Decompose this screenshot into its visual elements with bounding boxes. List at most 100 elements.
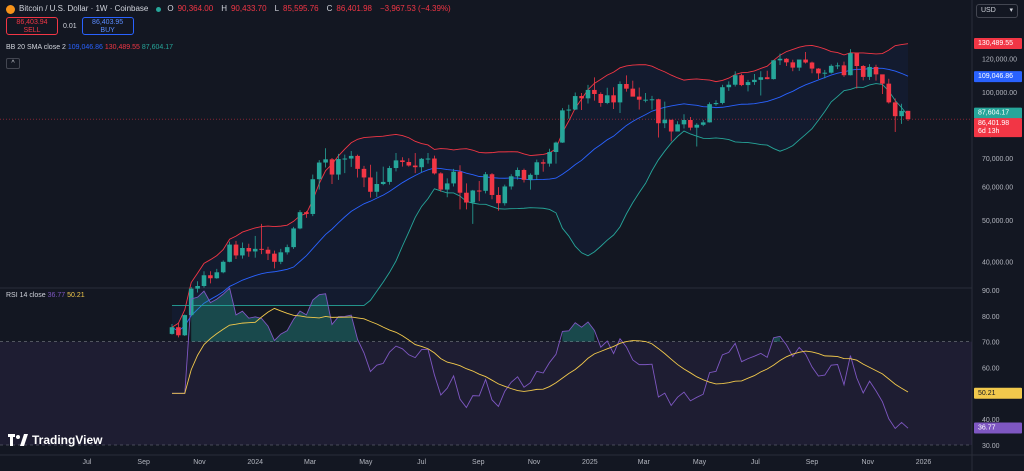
time-tick-label: Nov — [193, 459, 206, 466]
last-price-badge-text: 86,401.98 — [978, 120, 1009, 127]
last-price-badge — [974, 118, 1022, 138]
candle — [662, 119, 668, 124]
candle — [336, 159, 341, 175]
candle — [649, 99, 655, 101]
open-label: O — [167, 4, 174, 13]
bb-lower-badge — [974, 107, 1022, 119]
candle — [380, 181, 386, 185]
candle — [892, 102, 898, 117]
candle — [374, 184, 380, 192]
candle — [259, 248, 264, 250]
rsi-overbought-fill — [562, 321, 595, 342]
candle — [880, 74, 885, 84]
candle — [841, 65, 847, 76]
bb-lower-badge-text: 87,604.17 — [978, 110, 1009, 117]
bb-basis-badge — [974, 71, 1022, 83]
bb-upper-line — [171, 43, 909, 328]
candle — [816, 68, 821, 74]
sell-button[interactable]: 86,403.94 SELL — [6, 17, 58, 35]
rsi-ma-badge-text: 50.21 — [978, 390, 996, 397]
close-value: 86,401.98 — [336, 4, 372, 13]
currency-value: USD — [981, 7, 996, 14]
candle — [630, 88, 636, 97]
buy-price: 86,403.95 — [92, 19, 124, 26]
candle — [457, 171, 463, 193]
symbol-title[interactable]: Bitcoin / U.S. Dollar · 1W · Coinbase — [19, 4, 149, 13]
spread-value: 0.01 — [63, 22, 77, 30]
candle — [771, 60, 776, 80]
candle — [681, 119, 687, 125]
symbol-legend: Bitcoin / U.S. Dollar · 1W · Coinbase O 9… — [6, 4, 451, 14]
candle — [425, 158, 431, 160]
rsi-tick-label: 90.00 — [982, 288, 1000, 295]
time-tick-label: 2024 — [247, 459, 263, 466]
candle — [208, 275, 213, 279]
buy-button[interactable]: 86,403.95 BUY — [81, 17, 134, 35]
candle — [572, 96, 578, 110]
candle — [752, 79, 757, 83]
candle — [323, 159, 328, 163]
low-label: L — [274, 4, 280, 13]
rsi-tick-label: 30.00 — [982, 443, 1000, 450]
candle — [419, 158, 424, 168]
candle — [604, 95, 610, 103]
trade-panel: 86,403.94 SELL 0.01 86,403.95 BUY — [6, 17, 134, 35]
rsi-legend[interactable]: RSI 14 close 36.77 50.21 — [6, 292, 85, 299]
candle — [547, 152, 552, 164]
high-value: 90,433.70 — [230, 4, 267, 13]
candle — [291, 228, 296, 248]
candle — [745, 82, 751, 86]
candle — [803, 59, 808, 63]
candle — [246, 247, 252, 252]
candle — [182, 315, 188, 336]
tradingview-logo[interactable]: TradingView — [8, 433, 102, 447]
candle — [502, 186, 508, 204]
candle — [848, 53, 853, 76]
price-tick-label: 50,000.00 — [982, 218, 1013, 225]
candle — [265, 249, 271, 254]
bb-upper-badge — [974, 37, 1022, 49]
candle — [617, 84, 623, 103]
chevron-up-icon: ^ — [11, 60, 15, 67]
time-tick-label: Mar — [638, 459, 651, 466]
currency-selector[interactable]: USD ▾ — [976, 4, 1018, 18]
time-tick-label: Sep — [472, 459, 485, 466]
candle — [240, 247, 245, 256]
time-tick-label: Mar — [304, 459, 317, 466]
bitcoin-icon — [6, 4, 15, 14]
candle — [284, 247, 290, 253]
change-value: −3,967.53 (−4.39%) — [380, 4, 451, 13]
time-tick-label: 2026 — [916, 459, 932, 466]
candle — [796, 59, 802, 68]
candle — [451, 171, 456, 184]
bb-legend[interactable]: BB 20 SMA close 2 109,046.86 130,489.55 … — [6, 44, 173, 51]
low-value: 85,595.76 — [283, 4, 319, 13]
price-tick-label: 100,000.00 — [982, 90, 1017, 97]
collapse-legend-button[interactable]: ^ — [6, 58, 20, 69]
sell-price: 86,403.94 — [16, 19, 48, 26]
price-tick-label: 70,000.00 — [982, 156, 1013, 163]
bb-lower-line — [172, 83, 909, 306]
candle — [854, 53, 860, 67]
rsi-badge-text: 36.77 — [978, 425, 996, 432]
time-tick-label: May — [359, 459, 373, 466]
candle — [592, 89, 597, 94]
candle — [176, 327, 181, 336]
bb-basis-value: 109,046.86 — [67, 44, 103, 51]
candle — [777, 58, 783, 61]
candle — [201, 275, 207, 286]
candle — [214, 272, 220, 279]
candle — [764, 77, 770, 80]
candle — [758, 77, 764, 80]
rsi-ma-line — [172, 307, 909, 394]
time-tick-label: Jul — [417, 459, 426, 466]
candle — [432, 158, 437, 174]
candle — [822, 72, 828, 74]
candle — [252, 248, 258, 252]
sell-label: SELL — [23, 27, 41, 34]
candle — [540, 162, 546, 164]
bb-upper-value: 130,489.55 — [104, 44, 140, 51]
